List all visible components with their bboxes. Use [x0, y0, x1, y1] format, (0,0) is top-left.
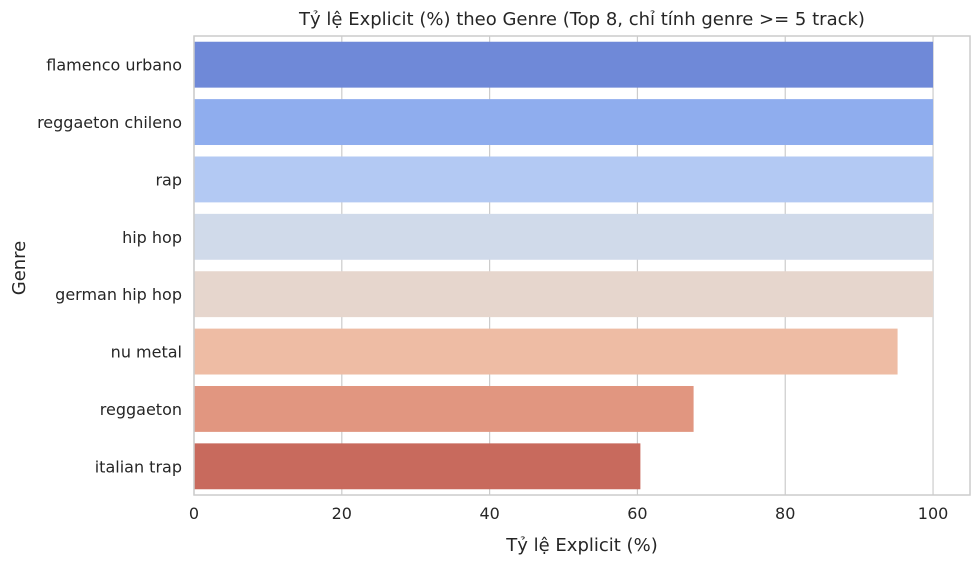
- x-tick-label: 60: [627, 504, 647, 523]
- x-tick-label: 40: [479, 504, 499, 523]
- bar: [194, 99, 934, 146]
- x-tick-label: 100: [918, 504, 949, 523]
- x-tick-label: 80: [775, 504, 795, 523]
- bar: [194, 385, 694, 432]
- y-tick-label: reggaeton chileno: [37, 113, 182, 132]
- bar: [194, 156, 934, 203]
- plot-border: [193, 35, 971, 496]
- bars: [194, 41, 934, 490]
- x-tick-labels: 0 20 40 60 80 100: [189, 504, 948, 523]
- plot-frame: [193, 35, 971, 496]
- x-tick-label: 20: [332, 504, 352, 523]
- bar: [194, 41, 934, 88]
- y-tick-label: reggaeton: [100, 400, 182, 419]
- y-axis-title: Genre: [9, 241, 30, 296]
- x-axis-title: Tỷ lệ Explicit (%): [505, 535, 657, 556]
- y-tick-label: german hip hop: [55, 285, 182, 304]
- y-tick-label: italian trap: [95, 457, 182, 476]
- bar: [194, 213, 934, 260]
- bar: [194, 443, 641, 490]
- bar: [194, 328, 898, 375]
- y-tick-label: flamenco urbano: [46, 56, 182, 75]
- bar: [194, 271, 934, 318]
- y-tick-label: rap: [155, 170, 182, 189]
- y-tick-labels: flamenco urbano reggaeton chileno rap hip h…: [37, 56, 182, 477]
- y-tick-label: hip hop: [122, 228, 182, 247]
- y-tick-label: nu metal: [111, 343, 182, 362]
- chart-title: Tỷ lệ Explicit (%) theo Genre (Top 8, ch…: [298, 9, 865, 30]
- x-tick-label: 0: [189, 504, 199, 523]
